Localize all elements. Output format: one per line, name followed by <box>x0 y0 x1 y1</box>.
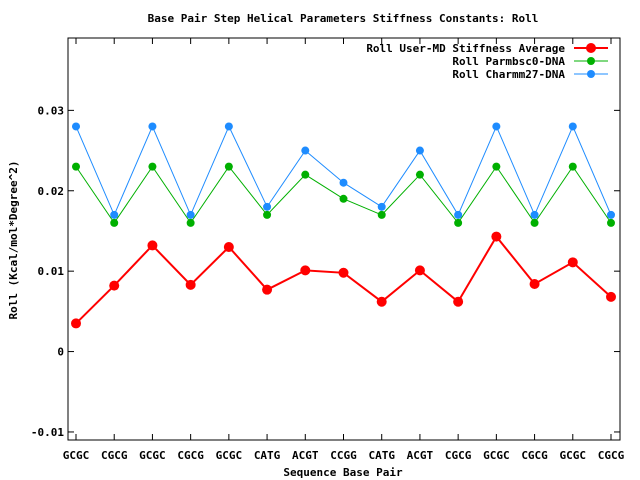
data-point <box>454 210 463 219</box>
data-point <box>148 122 157 131</box>
series-1 <box>71 231 616 329</box>
plot-frame <box>67 37 621 441</box>
data-point <box>186 218 195 227</box>
x-tick-label: GCGC <box>560 449 587 462</box>
data-point <box>607 210 615 219</box>
x-tick-label: CCGG <box>330 449 357 462</box>
data-point <box>377 202 386 211</box>
data-point <box>338 267 349 278</box>
y-tick-label: 0.02 <box>38 185 65 198</box>
x-axis-label: Sequence Base Pair <box>283 466 403 479</box>
data-point <box>492 122 501 131</box>
x-tick-label: ACGT <box>407 449 434 462</box>
data-point <box>606 291 616 302</box>
data-point <box>301 170 310 179</box>
data-point <box>109 280 120 291</box>
x-tick-label: GCGC <box>483 449 510 462</box>
y-tick-label: -0.01 <box>31 426 64 439</box>
y-tick-label: 0 <box>57 346 64 359</box>
data-point <box>491 231 502 242</box>
data-point <box>300 265 311 276</box>
data-point <box>339 178 348 187</box>
data-point <box>567 257 578 268</box>
data-point <box>263 210 272 219</box>
x-tick-label: CGCG <box>521 449 548 462</box>
y-axis: -0.01 0 0.01 0.02 0.03 <box>31 104 620 439</box>
data-point <box>530 218 539 227</box>
series-layer <box>71 122 616 329</box>
data-point <box>530 210 539 219</box>
x-tick-label: GCGC <box>216 449 243 462</box>
data-point <box>263 202 272 211</box>
x-axis: GCGC CGCG GCGC CGCG GCGC CATG ACGT CCGG CATG ACGT… <box>63 38 625 462</box>
series-line <box>75 234 612 325</box>
legend-label: Roll Parmbsc0-DNA <box>452 55 565 68</box>
legend-marker <box>587 70 595 78</box>
data-point <box>453 296 464 307</box>
data-point <box>147 240 158 251</box>
data-point <box>415 146 424 155</box>
x-tick-label: GCGC <box>139 449 166 462</box>
data-point <box>415 170 424 179</box>
legend-label: Roll Charmm27-DNA <box>452 68 565 81</box>
chart-title: Base Pair Step Helical Parameters Stiffn… <box>148 12 539 25</box>
series-3 <box>72 122 615 219</box>
data-point <box>72 162 80 171</box>
y-tick-label: 0.03 <box>38 104 65 117</box>
data-point <box>223 242 234 253</box>
x-tick-label: CGCG <box>101 449 128 462</box>
data-point <box>377 210 386 219</box>
x-tick-label: CGCG <box>445 449 472 462</box>
x-tick-label: CGCG <box>598 449 625 462</box>
data-point <box>376 296 387 307</box>
data-point <box>110 210 119 219</box>
data-point <box>414 265 425 276</box>
data-point <box>72 122 80 131</box>
y-axis-label: Roll (Kcal/mol*Degree^2) <box>7 161 20 320</box>
data-point <box>185 279 196 290</box>
data-point <box>262 284 273 295</box>
data-point <box>568 122 577 131</box>
x-tick-label: CATG <box>254 449 281 462</box>
data-point <box>529 279 540 290</box>
data-point <box>301 146 310 155</box>
y-tick-label: 0.01 <box>38 265 65 278</box>
data-point <box>110 218 119 227</box>
data-point <box>454 218 463 227</box>
data-point <box>568 162 577 171</box>
data-point <box>492 162 501 171</box>
legend-marker <box>587 57 595 65</box>
data-point <box>71 318 81 329</box>
x-tick-label: ACGT <box>292 449 319 462</box>
x-tick-label: CATG <box>368 449 395 462</box>
data-point <box>224 122 233 131</box>
data-point <box>148 162 157 171</box>
data-point <box>186 210 195 219</box>
data-point <box>339 194 348 203</box>
data-point <box>224 162 233 171</box>
x-tick-label: GCGC <box>63 449 90 462</box>
x-tick-label: CGCG <box>177 449 204 462</box>
legend-label: Roll User-MD Stiffness Average <box>366 42 565 55</box>
data-point <box>607 218 615 227</box>
series-2 <box>72 162 615 227</box>
legend-marker <box>586 43 596 53</box>
